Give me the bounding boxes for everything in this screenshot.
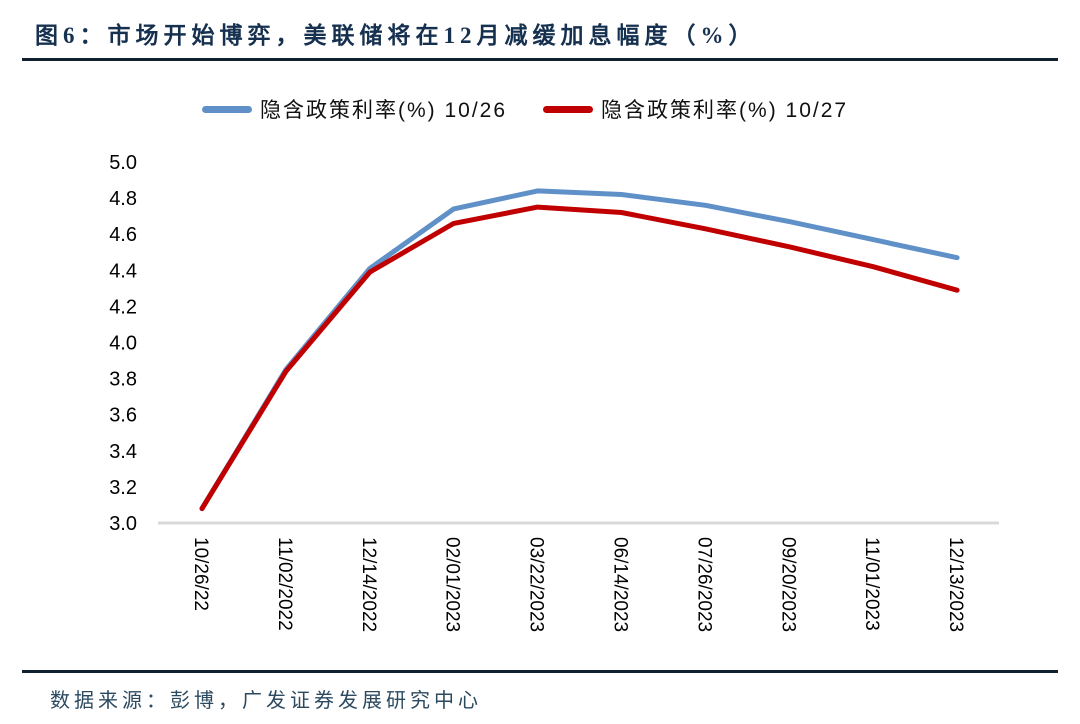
footer-divider	[22, 670, 1058, 673]
series-line-1027	[199, 204, 960, 512]
y-axis-tick-label: 4.6	[109, 224, 137, 246]
y-axis-tick-label: 3.8	[109, 369, 137, 391]
x-axis-tick-label: 11/01/2023	[861, 537, 882, 631]
x-axis-tick-label: 11/02/2022	[274, 537, 295, 631]
x-axis-tick-label: 02/01/2023	[442, 537, 463, 632]
y-axis-tick-label: 3.4	[109, 441, 137, 463]
x-axis-tick-label: 03/22/2023	[526, 537, 547, 632]
title-divider	[22, 58, 1058, 61]
x-axis-tick-label: 06/14/2023	[610, 537, 631, 632]
y-axis-tick-label: 4.2	[109, 296, 137, 318]
series-line-1026	[199, 188, 960, 512]
legend-line-swatch-blue-icon	[202, 105, 252, 113]
x-axis-tick-label: 12/14/2022	[358, 537, 379, 632]
y-axis-tick-label: 5.0	[109, 152, 137, 174]
y-axis-tick-label: 4.4	[109, 260, 137, 282]
y-axis-tick-label: 3.6	[109, 405, 137, 427]
legend-item-rate-1026: 隐含政策利率(%) 10/26	[202, 94, 507, 124]
figure-title: 图6：市场开始博弈，美联储将在12月减缓加息幅度（%）	[35, 23, 757, 48]
y-axis-tick-label: 3.0	[109, 513, 137, 535]
x-axis-tick-label: 12/13/2023	[945, 537, 966, 632]
legend-label: 隐含政策利率(%) 10/27	[601, 99, 849, 122]
y-axis-tick-label: 4.0	[109, 333, 137, 355]
legend-line-swatch-red-icon	[543, 105, 594, 113]
legend-label: 隐含政策利率(%) 10/26	[260, 99, 508, 122]
x-axis-tick-label: 10/26/22	[190, 537, 211, 611]
data-source-note: 数据来源：彭博，广发证券发展研究中心	[50, 690, 482, 712]
chart-legend: 隐含政策利率(%) 10/26 隐含政策利率(%) 10/27	[202, 94, 848, 124]
x-axis-tick-label: 07/26/2023	[693, 537, 714, 632]
legend-item-rate-1027: 隐含政策利率(%) 10/27	[543, 94, 848, 124]
y-axis-tick-label: 3.2	[109, 477, 137, 499]
x-axis-tick-label: 09/20/2023	[777, 537, 798, 632]
y-axis-tick-label: 4.8	[109, 188, 137, 210]
